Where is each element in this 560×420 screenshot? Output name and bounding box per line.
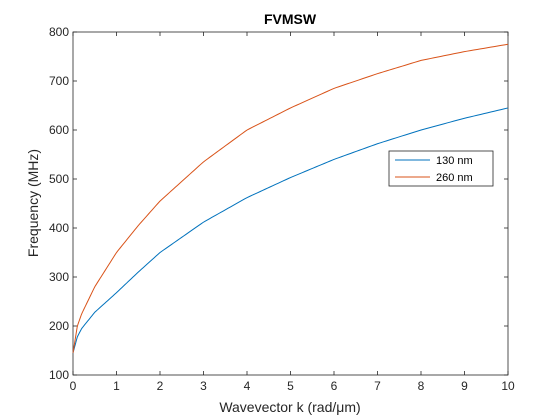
x-axis-label: Wavevector k (rad/μm) bbox=[219, 399, 360, 415]
x-tick-label: 7 bbox=[374, 379, 381, 393]
legend: 130 nm 260 nm bbox=[388, 150, 494, 187]
series-lines bbox=[72, 43, 509, 354]
x-tick-label: 4 bbox=[244, 379, 251, 393]
y-tick-label: 800 bbox=[49, 25, 69, 39]
y-tick-label: 100 bbox=[49, 368, 69, 382]
y-tick-label: 600 bbox=[49, 123, 69, 137]
x-tick-label: 9 bbox=[461, 379, 468, 393]
x-tick-label: 5 bbox=[287, 379, 294, 393]
x-axis-ticks: 0 1 2 3 4 5 6 7 8 9 10 bbox=[70, 32, 515, 393]
y-tick-label: 300 bbox=[49, 270, 69, 284]
legend-label-260nm: 260 nm bbox=[436, 172, 473, 184]
x-tick-label: 2 bbox=[157, 379, 164, 393]
y-tick-label: 200 bbox=[49, 319, 69, 333]
x-tick-label: 3 bbox=[200, 379, 207, 393]
plot-area bbox=[72, 31, 509, 376]
y-tick-label: 400 bbox=[49, 221, 69, 235]
x-tick-label: 10 bbox=[501, 379, 515, 393]
x-tick-label: 1 bbox=[113, 379, 120, 393]
series-line-260nm bbox=[72, 43, 509, 354]
x-tick-label: 8 bbox=[418, 379, 425, 393]
series-line-130nm bbox=[72, 107, 509, 354]
y-tick-label: 500 bbox=[49, 172, 69, 186]
y-tick-label: 700 bbox=[49, 74, 69, 88]
legend-box bbox=[388, 150, 494, 187]
y-axis-label: Frequency (MHz) bbox=[25, 149, 41, 257]
x-tick-label: 0 bbox=[70, 379, 77, 393]
x-tick-label: 6 bbox=[331, 379, 338, 393]
y-axis-ticks: 100 200 300 400 500 600 700 800 bbox=[49, 25, 508, 382]
legend-label-130nm: 130 nm bbox=[436, 155, 473, 167]
chart-title: FVMSW bbox=[264, 11, 317, 27]
